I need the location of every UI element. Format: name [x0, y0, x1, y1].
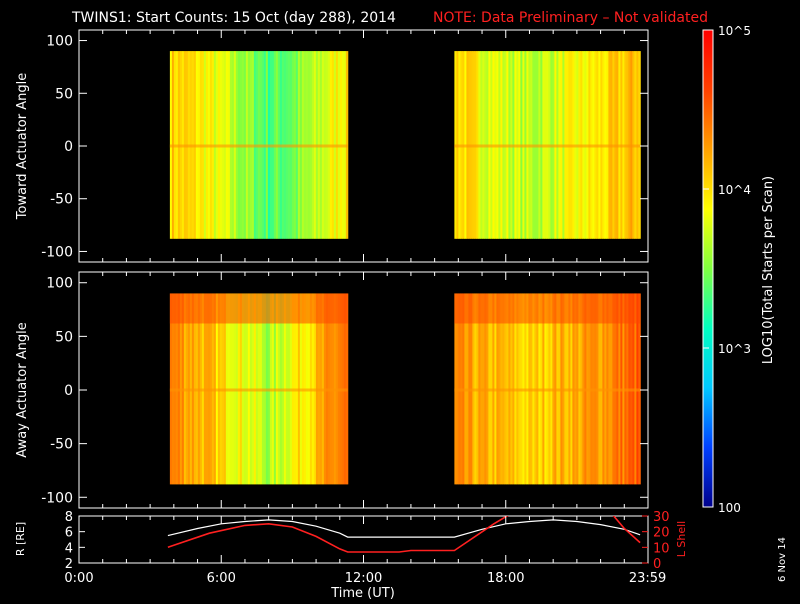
away-y-tick-label: -50 [50, 437, 73, 453]
away-ylabel: Away Actuator Angle [15, 322, 30, 457]
colorbar-tick-label: 10^4 [718, 183, 751, 197]
zero-angle-band [454, 144, 641, 148]
colorbar-tick-label: 10^3 [718, 342, 751, 356]
colorbar [702, 29, 714, 508]
away-heatmap [169, 293, 641, 485]
r-ylabel: R [RE] [14, 522, 27, 556]
r-distance-line [167, 519, 641, 538]
r-tick-label: 4 [65, 541, 73, 556]
date-stamp: 6 Nov 14 [777, 537, 788, 582]
time-tick-label: 18:00 [487, 571, 524, 586]
toward-y-tick-label: 0 [64, 139, 73, 155]
l-shell-tick-label: 0 [653, 557, 661, 572]
r-tick-label: 8 [65, 510, 73, 525]
away-y-tick-label: 50 [55, 329, 73, 345]
toward-heatmap [169, 51, 641, 239]
time-tick-label: 23:59 [629, 571, 666, 586]
colorbar-label: LOG10(Total Starts per Scan) [761, 176, 776, 364]
toward-y-tick-label: 50 [55, 86, 73, 102]
r-tick-label: 6 [65, 526, 73, 541]
l-shell-tick-label: 10 [653, 541, 670, 556]
time-tick-label: 6:00 [207, 571, 236, 586]
high-angle-band [454, 293, 641, 324]
figure-title: TWINS1: Start Counts: 15 Oct (day 288), … [71, 10, 396, 26]
l-shell-tick-label: 30 [653, 510, 670, 525]
toward-y-tick-label: 100 [46, 34, 73, 50]
l-shell-tick-label: 20 [653, 526, 670, 541]
data-note: NOTE: Data Preliminary – Not validated [433, 10, 708, 26]
toward-y-tick-label: -50 [50, 192, 73, 208]
high-angle-band [169, 293, 348, 324]
colorbar-tick-label: 10^5 [718, 24, 751, 38]
orbit-lines [167, 516, 641, 553]
time-tick-label: 0:00 [64, 571, 93, 586]
time-tick-label: 12:00 [345, 571, 382, 586]
l-shell-line [167, 516, 509, 553]
colorbar-ticks: 100 10^3 10^4 10^5 [703, 24, 751, 515]
away-y-tick-label: -100 [41, 490, 73, 506]
zero-angle-band [169, 388, 348, 392]
zero-angle-band [169, 144, 348, 148]
r-tick-label: 2 [65, 557, 73, 572]
zero-angle-band [454, 388, 641, 392]
colorbar-tick-label: 100 [718, 501, 741, 515]
toward-ylabel: Toward Actuator Angle [15, 73, 30, 220]
away-y-tick-label: 100 [46, 276, 73, 292]
l-shell-ylabel: L Shell [675, 521, 688, 557]
away-y-tick-label: 0 [64, 383, 73, 399]
axes: 100500-50-100100500-50-100246801020300:0… [41, 30, 670, 586]
time-xlabel: Time (UT) [330, 586, 395, 600]
l-shell-line [612, 516, 641, 544]
toward-y-tick-label: -100 [41, 244, 73, 260]
